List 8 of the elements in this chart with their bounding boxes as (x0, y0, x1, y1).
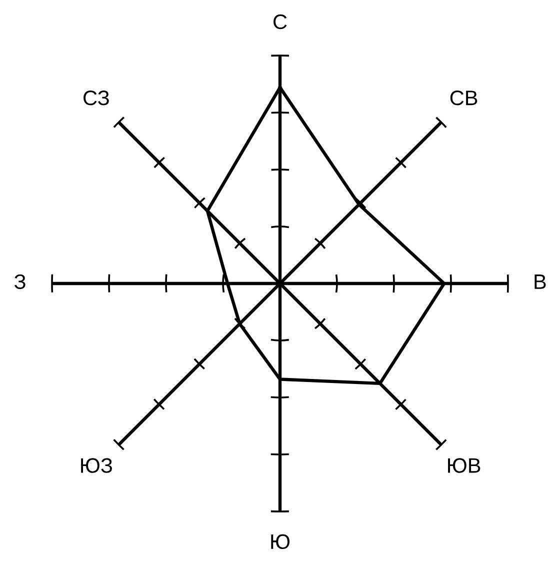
spoke-label: СЗ (84, 90, 109, 106)
spoke-label: ЮЗ (81, 458, 112, 473)
spoke-label: ЮВ (448, 458, 480, 473)
spoke-label: З (14, 274, 26, 290)
spoke-label: В (534, 274, 546, 289)
spoke-label: Ю (271, 534, 290, 550)
spoke-label: С (274, 14, 287, 30)
spoke-label: СВ (450, 90, 478, 106)
